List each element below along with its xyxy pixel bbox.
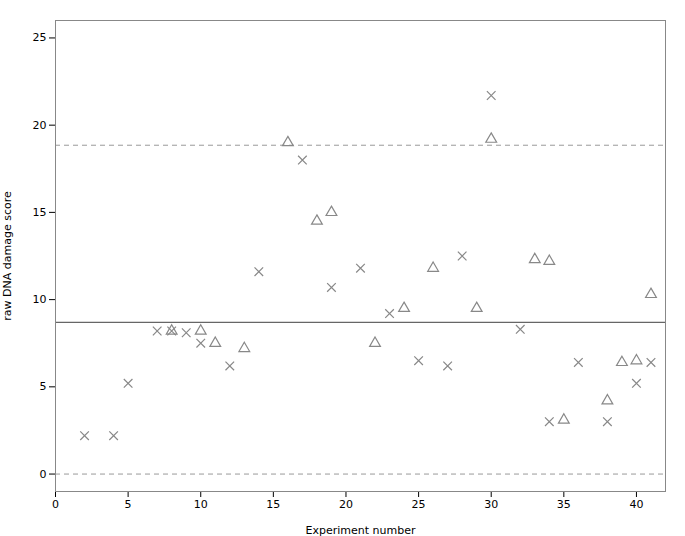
svg-text:20: 20 <box>339 498 353 511</box>
svg-text:10: 10 <box>33 293 47 306</box>
svg-text:15: 15 <box>266 498 280 511</box>
svg-text:Experiment number: Experiment number <box>306 524 416 536</box>
svg-text:40: 40 <box>629 498 643 511</box>
svg-text:5: 5 <box>40 380 47 393</box>
svg-text:35: 35 <box>557 498 571 511</box>
svg-text:10: 10 <box>194 498 208 511</box>
svg-text:0: 0 <box>40 468 47 481</box>
svg-text:5: 5 <box>125 498 132 511</box>
svg-text:30: 30 <box>484 498 498 511</box>
svg-text:25: 25 <box>33 31 47 44</box>
svg-text:25: 25 <box>412 498 426 511</box>
svg-text:0: 0 <box>52 498 59 511</box>
svg-text:raw DNA damage score: raw DNA damage score <box>1 191 14 321</box>
svg-text:20: 20 <box>33 119 47 132</box>
svg-text:15: 15 <box>33 206 47 219</box>
